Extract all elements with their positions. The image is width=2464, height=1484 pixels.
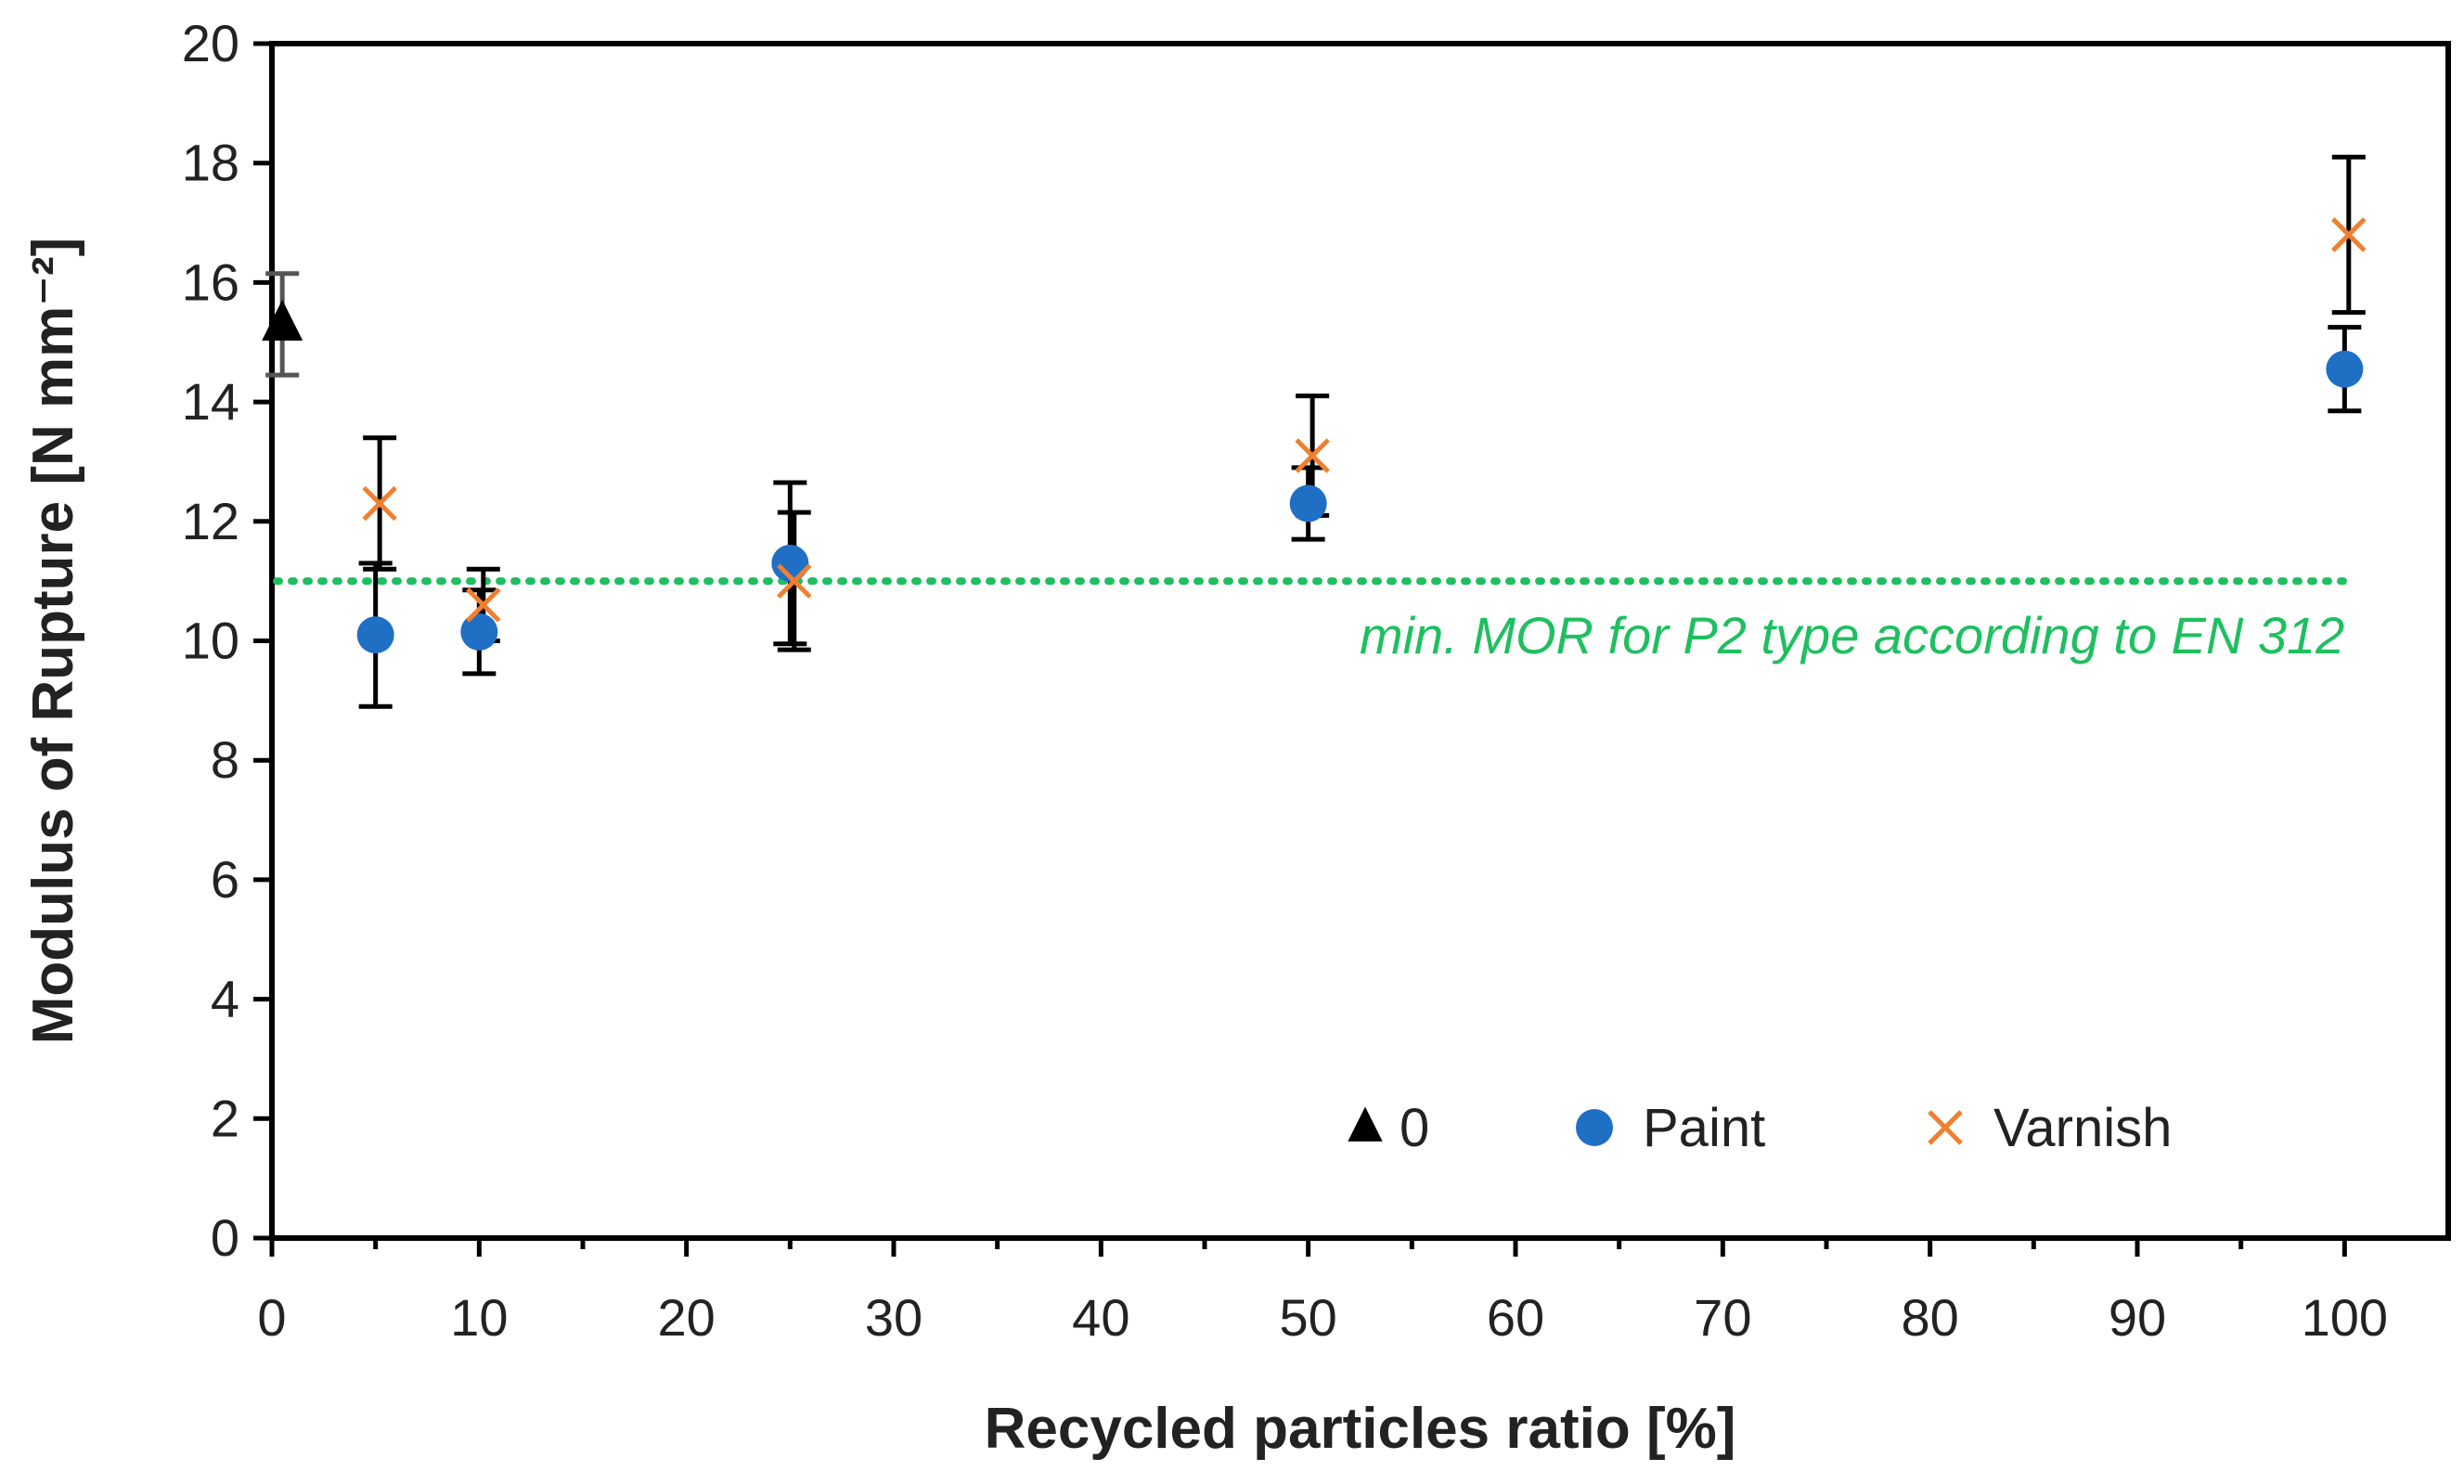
paint-point	[771, 544, 809, 582]
paint-point	[2326, 350, 2364, 388]
x-marker-stroke	[1295, 438, 1330, 473]
y-tick-label: 10	[182, 612, 239, 670]
x-marker-stroke	[2331, 217, 2367, 252]
reference-line-label: min. MOR for P2 type according to EN 312	[1360, 606, 2344, 665]
y-tick-label: 2	[211, 1089, 239, 1147]
y-tick-label: 14	[182, 372, 239, 431]
x-tick-label: 10	[450, 1288, 508, 1347]
x-tick-label: 0	[257, 1288, 286, 1347]
varnish-point	[362, 485, 397, 522]
x-tick-label: 80	[1902, 1288, 1959, 1347]
x-marker-stroke	[362, 485, 397, 522]
y-tick-label: 20	[182, 14, 239, 72]
x-tick-label: 20	[658, 1288, 716, 1347]
y-tick-label: 6	[211, 850, 239, 909]
legend: 0 Paint Varnish	[1348, 1098, 2172, 1158]
y-tick-label: 4	[211, 970, 239, 1028]
control-point	[262, 300, 303, 342]
y-axis-title: Modulus of Rupture [N mm⁻²]	[21, 238, 85, 1045]
x-tick-label: 100	[2302, 1288, 2388, 1347]
varnish-point	[466, 587, 501, 623]
y-tick-label: 16	[182, 252, 239, 311]
axis-ticks: 0 2 4 6 8 10 12 14 16 18 20 0 10 20 30 40 50 60 70 80 90 100	[182, 14, 2388, 1347]
x-tick-label: 40	[1072, 1288, 1129, 1347]
paint-point	[460, 613, 498, 651]
x-tick-label: 70	[1694, 1288, 1751, 1347]
y-tick-label: 12	[182, 492, 239, 550]
varnish-point	[777, 563, 812, 599]
legend-label: Paint	[1643, 1098, 1765, 1158]
x-tick-label: 60	[1487, 1288, 1544, 1347]
varnish-point	[2331, 217, 2367, 252]
legend-marker-control	[1348, 1106, 1383, 1142]
paint-point	[1289, 484, 1327, 523]
x-tick-label: 50	[1280, 1288, 1337, 1347]
legend-label: Varnish	[1993, 1098, 2172, 1158]
x-tick-label: 90	[2109, 1288, 2166, 1347]
paint-point	[356, 616, 394, 654]
varnish-point	[1295, 438, 1330, 473]
legend-marker-varnish	[1928, 1110, 1963, 1145]
legend-label: 0	[1400, 1098, 1429, 1158]
y-tick-label: 8	[211, 730, 239, 789]
data-points	[262, 217, 2367, 654]
x-tick-label: 30	[865, 1288, 922, 1347]
x-axis-title: Recycled particles ratio [%]	[985, 1397, 1736, 1461]
x-marker-stroke	[466, 587, 501, 623]
y-tick-label: 0	[211, 1208, 239, 1267]
y-tick-label: 18	[182, 134, 239, 192]
legend-marker-paint	[1576, 1108, 1613, 1146]
x-marker-stroke	[1928, 1110, 1963, 1145]
x-marker-stroke	[777, 563, 812, 599]
